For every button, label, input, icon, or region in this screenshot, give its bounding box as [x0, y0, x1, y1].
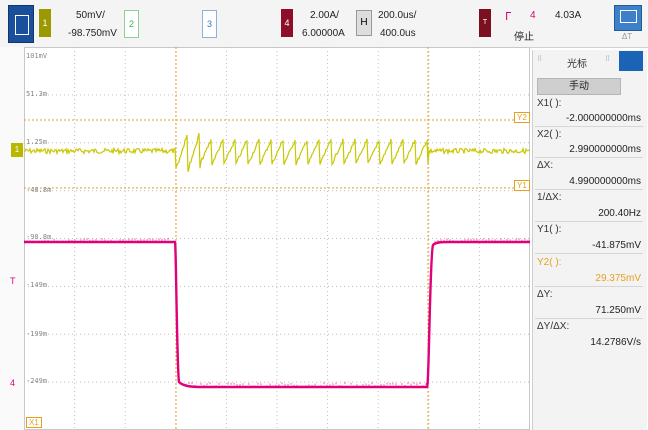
cursor-tag-y2[interactable]: Y2	[514, 112, 530, 123]
trigger-source: 4	[530, 10, 536, 21]
waveform-svg	[24, 47, 530, 430]
y-label-7: -249m	[26, 377, 48, 385]
panel-grip-icon-2: ⠿	[605, 56, 611, 63]
y-label-5: -149m	[26, 281, 48, 289]
ch1-ground-marker[interactable]: 1	[11, 143, 23, 157]
timebase-position: 400.0us	[380, 28, 416, 39]
panel-close-button[interactable]	[619, 51, 643, 71]
ch3-button[interactable]: 3	[202, 10, 217, 38]
dydx-label: ΔY/ΔX:	[537, 321, 570, 332]
y-label-0: 101mV	[26, 52, 48, 60]
separator	[535, 318, 643, 319]
ch4-noise-band	[24, 238, 529, 388]
menu-button[interactable]	[8, 5, 34, 43]
separator	[535, 189, 643, 190]
waveform-display[interactable]: 101mV 51.3m 1.25m -48.8m -98.8m -149m -1…	[24, 47, 530, 430]
cursor-lines	[24, 47, 530, 430]
ch1-offset: -98.750mV	[68, 28, 117, 39]
ch1-scale: 50mV/	[76, 10, 105, 21]
graticule	[24, 47, 530, 430]
horizontal-button[interactable]: H	[356, 10, 372, 36]
x2-label: X2( ):	[537, 129, 562, 140]
y1-label: Y1( ):	[537, 224, 562, 235]
separator	[535, 157, 643, 158]
cursor-panel-title: 光标	[567, 59, 587, 70]
y-label-2: 1.25m	[26, 138, 48, 146]
cursor-panel-header: ⠿ 光标 ⠿	[533, 50, 647, 72]
y-label-4: -98.8m	[26, 233, 52, 241]
delta-t-button[interactable]: ΔT	[621, 32, 633, 41]
ch1-badge[interactable]: 1	[39, 9, 51, 37]
separator	[535, 286, 643, 287]
dy-label: ΔY:	[537, 289, 553, 300]
cursor-tag-y1[interactable]: Y1	[514, 180, 530, 191]
y-label-3: -48.8m	[26, 186, 52, 194]
x1-label: X1( ):	[537, 98, 562, 109]
trigger-status: 停止	[514, 32, 534, 43]
cursor-panel: ⠿ 光标 ⠿ 手动 X1( ): -2.000000000ms X2( ): 2…	[532, 50, 647, 430]
cursor-tag-x1[interactable]: X1	[26, 417, 42, 428]
x2-value: 2.990000000ms	[569, 144, 641, 155]
display-button[interactable]	[614, 5, 642, 31]
panel-grip-icon: ⠿	[537, 56, 543, 63]
ch4-ground-marker[interactable]: 4	[10, 378, 16, 388]
ch4-waveform	[24, 240, 530, 389]
dydx-value: 14.2786V/s	[590, 337, 641, 348]
y-label-1: 51.3m	[26, 90, 48, 98]
inv-dx-label: 1/ΔX:	[537, 192, 562, 203]
ch1-waveform	[24, 133, 530, 172]
timebase-scale: 200.0us/	[378, 10, 417, 21]
separator	[535, 126, 643, 127]
ch4-scale: 2.00A/	[310, 10, 339, 21]
menu-icon	[15, 15, 29, 35]
dy-value: 71.250mV	[595, 305, 641, 316]
ch2-button[interactable]: 2	[124, 10, 139, 38]
trigger-edge-icon: ᒥ	[505, 11, 512, 23]
channel-marker-strip: 1 T 4	[0, 47, 24, 430]
x1-value: -2.000000000ms	[565, 113, 641, 124]
cursor-mode-button[interactable]: 手动	[537, 78, 621, 95]
ch4-offset: 6.00000A	[302, 28, 345, 39]
y2-value: 29.375mV	[595, 273, 641, 284]
top-toolbar: 1 50mV/ -98.750mV 2 3 4 2.00A/ 6.00000A …	[0, 0, 648, 48]
trigger-level: 4.03A	[555, 10, 582, 21]
dx-label: ΔX:	[537, 160, 554, 171]
ch4-badge[interactable]: 4	[281, 9, 293, 37]
separator	[535, 253, 643, 254]
dx-value: 4.990000000ms	[569, 176, 641, 187]
y2-label: Y2( ):	[537, 257, 562, 268]
trigger-level-marker[interactable]: T	[10, 276, 16, 286]
y1-value: -41.875mV	[592, 240, 641, 251]
separator	[535, 221, 643, 222]
inv-dx-value: 200.40Hz	[598, 208, 641, 219]
display-icon	[620, 10, 637, 23]
y-label-6: -199m	[26, 330, 48, 338]
trigger-badge[interactable]: T	[479, 9, 491, 37]
